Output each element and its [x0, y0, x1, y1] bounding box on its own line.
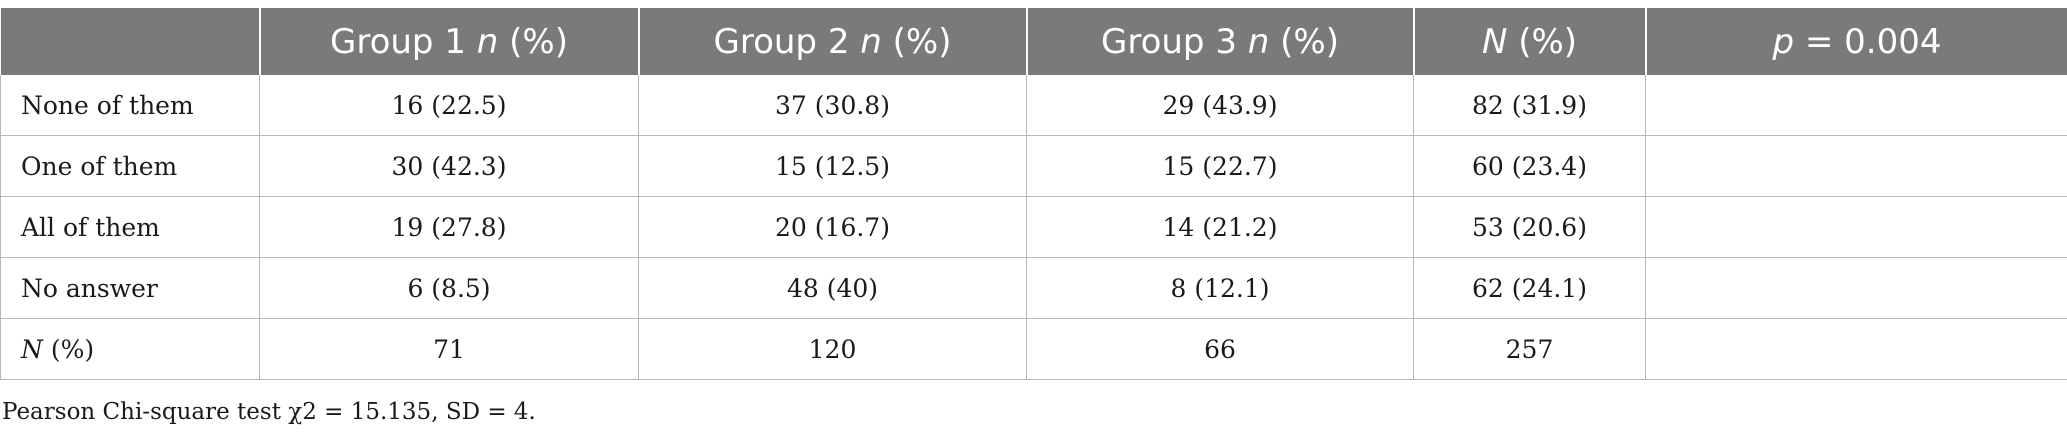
results-table: Group 1 n (%) Group 2 n (%) Group 3 n (%… [0, 8, 2067, 380]
table-cell: 82 (31.9) [1413, 75, 1646, 136]
table-footnote: Pearson Chi-square test χ2 = 15.135, SD … [2, 399, 536, 425]
table-cell [1645, 135, 2067, 197]
table-row: None of them 16 (22.5) 37 (30.8) 29 (43.… [0, 75, 2067, 136]
header-total: N (%) [1413, 8, 1647, 75]
table-cell: 60 (23.4) [1413, 135, 1646, 197]
table-cell: 29 (43.9) [1026, 75, 1414, 136]
total-cell: 120 [638, 318, 1027, 380]
table-cell: 16 (22.5) [259, 75, 639, 136]
table-cell [1645, 75, 2067, 136]
table-cell: 8 (12.1) [1026, 257, 1414, 319]
header-p-value: p = 0.004 [1645, 8, 2067, 75]
total-cell: 66 [1026, 318, 1414, 380]
header-empty [0, 8, 261, 75]
table-row: One of them 30 (42.3) 15 (12.5) 15 (22.7… [0, 135, 2067, 197]
data-table-container: Group 1 n (%) Group 2 n (%) Group 3 n (%… [0, 8, 2067, 380]
table-cell: 6 (8.5) [259, 257, 639, 319]
table-cell: 20 (16.7) [638, 196, 1027, 258]
row-label: All of them [0, 196, 260, 258]
table-cell: 14 (21.2) [1026, 196, 1414, 258]
header-group-2: Group 2 n (%) [638, 8, 1028, 75]
table-cell [1645, 257, 2067, 319]
table-row: No answer 6 (8.5) 48 (40) 8 (12.1) 62 (2… [0, 257, 2067, 319]
table-cell: 62 (24.1) [1413, 257, 1646, 319]
table-cell: 37 (30.8) [638, 75, 1027, 136]
total-cell: 71 [259, 318, 639, 380]
table-cell: 15 (12.5) [638, 135, 1027, 197]
table-cell [1645, 196, 2067, 258]
table-cell: 30 (42.3) [259, 135, 639, 197]
total-cell: 257 [1413, 318, 1646, 380]
header-row: Group 1 n (%) Group 2 n (%) Group 3 n (%… [0, 8, 2067, 75]
row-label: None of them [0, 75, 260, 136]
table-cell: 53 (20.6) [1413, 196, 1646, 258]
total-cell [1645, 318, 2067, 380]
total-row: N (%) 71 120 66 257 [0, 318, 2067, 380]
row-label: No answer [0, 257, 260, 319]
total-row-label: N (%) [0, 318, 260, 380]
row-label: One of them [0, 135, 260, 197]
header-group-1: Group 1 n (%) [259, 8, 640, 75]
table-cell: 15 (22.7) [1026, 135, 1414, 197]
table-cell: 48 (40) [638, 257, 1027, 319]
table-cell: 19 (27.8) [259, 196, 639, 258]
header-group-3: Group 3 n (%) [1026, 8, 1415, 75]
table-row: All of them 19 (27.8) 20 (16.7) 14 (21.2… [0, 196, 2067, 258]
